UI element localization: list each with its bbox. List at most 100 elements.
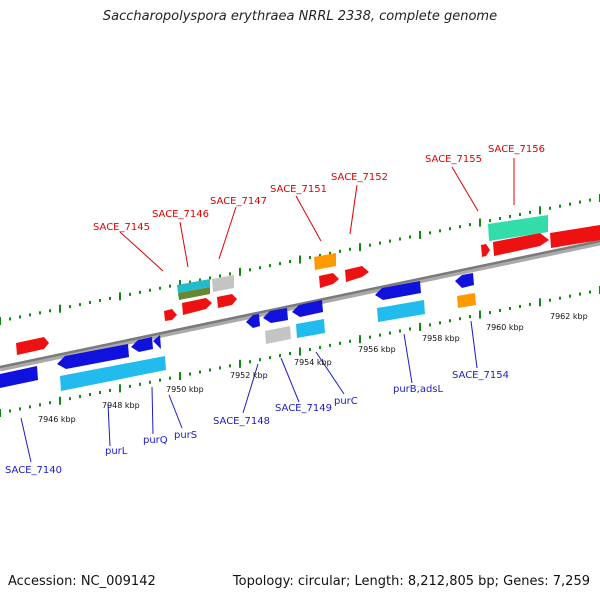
major-tick — [419, 230, 421, 239]
gene-arrow-forward — [493, 233, 549, 256]
minor-tick — [369, 243, 371, 247]
kbp-tick-label: 7950 kbp — [166, 385, 204, 394]
minor-tick — [499, 217, 501, 220]
minor-tick — [569, 202, 571, 206]
gene-label-forward: SACE_7155 — [425, 154, 482, 165]
kbp-tick-label: 7946 kbp — [38, 415, 76, 424]
minor-tick — [89, 393, 91, 397]
minor-tick — [309, 347, 311, 351]
minor-tick — [319, 253, 321, 257]
major-tick — [59, 396, 61, 405]
minor-tick — [149, 288, 151, 292]
lower-dotted-guide — [0, 286, 600, 417]
major-tick — [239, 359, 241, 368]
minor-tick — [259, 266, 261, 270]
minor-tick — [269, 356, 271, 360]
minor-tick — [219, 366, 221, 370]
minor-tick — [89, 301, 91, 305]
minor-tick — [139, 290, 141, 294]
minor-tick — [339, 341, 341, 345]
gene-arrow-forward — [345, 266, 369, 282]
minor-tick — [199, 278, 201, 282]
minor-tick — [329, 251, 331, 255]
major-tick — [0, 409, 1, 417]
minor-tick — [459, 225, 461, 229]
minor-tick — [399, 237, 401, 241]
minor-tick — [449, 319, 451, 323]
map-title: Saccharopolyspora erythraea NRRL 2338, c… — [102, 9, 498, 24]
minor-tick — [399, 329, 401, 333]
minor-tick — [459, 317, 461, 321]
minor-tick — [519, 304, 521, 308]
gene-arrow-forward — [319, 273, 339, 288]
kbp-tick-label: 7954 kbp — [294, 358, 332, 367]
gene-arrow-reverse — [131, 337, 153, 352]
minor-tick — [49, 309, 51, 313]
minor-tick — [389, 331, 391, 335]
reverse-features — [0, 273, 476, 391]
gene-label-reverse: purQ — [143, 435, 168, 446]
orange-feature — [457, 293, 476, 308]
major-tick — [539, 206, 541, 215]
minor-tick — [389, 239, 391, 243]
minor-tick — [229, 272, 231, 276]
gene-label-reverse: SACE_7154 — [452, 370, 509, 381]
minor-tick — [289, 260, 291, 264]
gene-arrow-reverse — [292, 300, 323, 317]
minor-tick — [169, 376, 171, 380]
minor-tick — [509, 306, 511, 310]
minor-tick — [269, 264, 271, 268]
gene-arrow-forward — [217, 294, 237, 308]
forward-features — [16, 215, 600, 355]
minor-tick — [589, 198, 591, 202]
minor-tick — [289, 352, 291, 356]
rna-like-feature — [60, 356, 166, 391]
minor-tick — [529, 210, 531, 214]
minor-tick — [9, 317, 11, 321]
rna-like-feature — [377, 300, 425, 322]
teal-feature — [488, 215, 548, 241]
minor-tick — [209, 276, 211, 280]
kbp-tick-label: 7952 kbp — [230, 371, 268, 380]
gene-label-forward: SACE_7146 — [152, 209, 209, 220]
gene-label-forward: SACE_7156 — [488, 144, 545, 155]
minor-tick — [129, 384, 131, 388]
minor-tick — [379, 241, 381, 245]
minor-tick — [99, 391, 101, 394]
gene-label-reverse: purS — [174, 430, 197, 441]
gray-feature — [265, 326, 291, 344]
gene-label-reverse: purC — [334, 396, 358, 407]
gene-arrow-reverse — [375, 281, 421, 300]
kbp-tick-label: 7958 kbp — [422, 334, 460, 343]
minor-tick — [349, 339, 351, 343]
minor-tick — [429, 323, 431, 327]
minor-tick — [379, 333, 381, 337]
minor-tick — [529, 302, 531, 306]
minor-tick — [369, 335, 371, 339]
orange-feature — [314, 253, 336, 270]
gene-label-forward: SACE_7152 — [331, 172, 388, 183]
minor-tick — [19, 315, 21, 319]
callout-lines — [20, 158, 515, 463]
minor-tick — [309, 255, 311, 259]
teal-feature — [177, 279, 210, 293]
major-tick — [359, 335, 361, 344]
gene-label-forward: SACE_7145 — [93, 222, 150, 233]
major-tick — [59, 304, 61, 313]
minor-tick — [249, 360, 251, 364]
gene-label-reverse: SACE_7148 — [213, 416, 270, 427]
minor-tick — [559, 204, 561, 208]
minor-tick — [199, 370, 201, 374]
kbp-scale-labels: 7946 kbp 7948 kbp 7950 kbp 7952 kbp 7954… — [38, 312, 588, 424]
gene-label-reverse: purB,adsL — [393, 384, 444, 395]
kbp-tick-label: 7962 kbp — [550, 312, 588, 321]
major-tick — [119, 384, 121, 393]
major-tick — [299, 255, 301, 264]
minor-tick — [579, 292, 581, 296]
major-tick — [0, 317, 1, 325]
upper-dotted-guide — [0, 194, 600, 325]
minor-tick — [569, 294, 571, 298]
minor-tick — [169, 284, 171, 288]
major-tick — [179, 280, 181, 289]
major-tick — [359, 243, 361, 252]
